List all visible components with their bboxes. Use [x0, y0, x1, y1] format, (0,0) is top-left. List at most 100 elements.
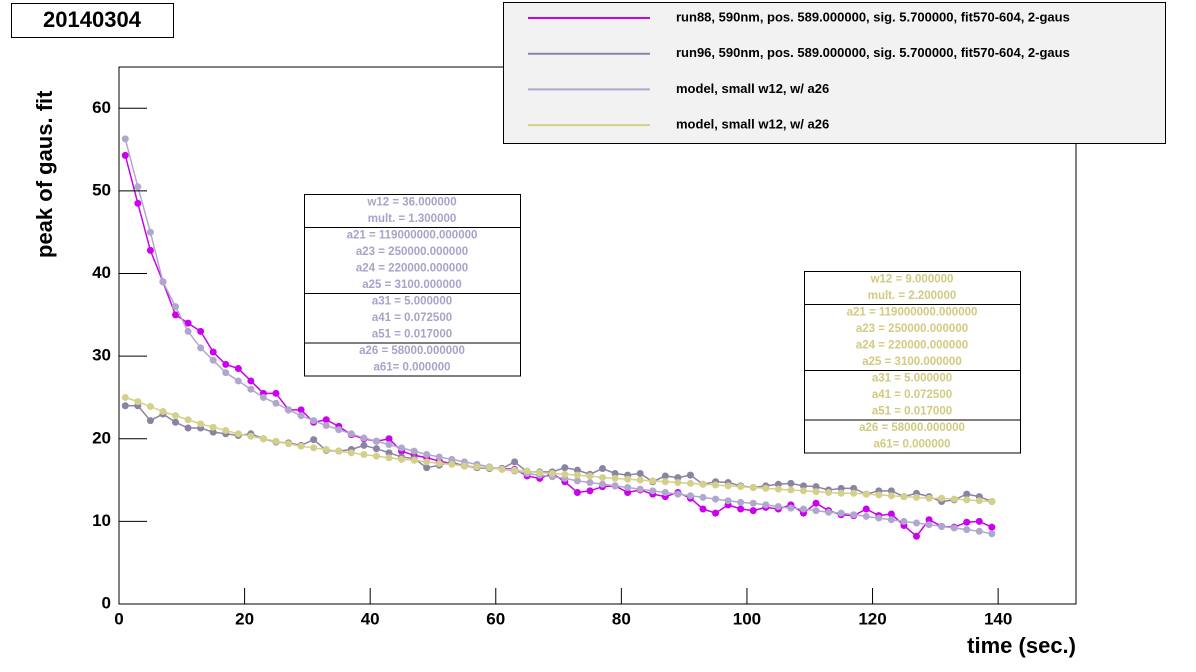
data-point: [347, 449, 355, 457]
data-point: [661, 478, 669, 486]
data-point: [699, 480, 707, 488]
data-point: [423, 464, 431, 472]
data-point: [536, 469, 544, 477]
data-point: [586, 472, 594, 480]
data-point: [347, 430, 355, 438]
data-point: [146, 417, 154, 425]
data-point: [963, 526, 971, 534]
param-text: a24 = 220000.000000: [856, 339, 968, 351]
data-point: [234, 377, 242, 385]
data-point: [812, 507, 820, 515]
y-tick-label: 50: [92, 180, 111, 199]
data-point: [674, 474, 682, 482]
data-point: [134, 398, 142, 406]
data-point: [712, 481, 720, 489]
param-text: a51 = 0.017000: [372, 328, 452, 340]
data-point: [799, 505, 807, 513]
data-point: [234, 430, 242, 438]
data-point: [787, 486, 795, 494]
data-point: [611, 474, 619, 482]
data-point: [938, 494, 946, 502]
data-point: [247, 432, 255, 440]
param-text: a26 = 58000.000000: [859, 422, 965, 434]
data-point: [184, 319, 192, 327]
series-line: [124, 138, 992, 535]
param-text: a25 = 3100.000000: [862, 356, 961, 368]
data-point: [737, 483, 745, 491]
legend-label: model, small w12, w/ a26: [676, 81, 829, 96]
data-point: [398, 455, 406, 463]
data-point: [699, 493, 707, 501]
data-point: [272, 389, 280, 397]
data-point: [862, 512, 870, 520]
param-text: a25 = 3100.000000: [362, 279, 461, 291]
data-point: [762, 501, 770, 509]
data-point: [887, 510, 895, 518]
data-point: [121, 135, 129, 143]
data-point: [611, 469, 619, 477]
data-point: [674, 490, 682, 498]
data-point: [121, 151, 129, 159]
data-point: [749, 507, 757, 515]
data-point: [599, 465, 607, 473]
data-point: [950, 495, 958, 503]
data-point: [197, 420, 205, 428]
title-box: [11, 3, 174, 38]
param-box: [804, 271, 1021, 454]
data-point: [410, 447, 418, 455]
data-point: [222, 427, 230, 435]
data-point: [259, 393, 267, 401]
data-point: [259, 435, 267, 443]
data-point: [423, 450, 431, 458]
series-line: [125, 396, 992, 503]
param-text: mult. = 2.200000: [868, 290, 957, 302]
data-point: [737, 498, 745, 506]
param-text: a61= 0.000000: [373, 361, 450, 373]
param-text: w12 = 36.000000: [366, 196, 456, 208]
x-tick-label: 120: [858, 609, 886, 628]
data-point: [661, 488, 669, 496]
data-point: [272, 437, 280, 445]
x-tick-label: 0: [114, 609, 123, 628]
data-point: [134, 199, 142, 207]
data-point: [360, 441, 368, 449]
data-point: [825, 488, 833, 496]
legend-label: run88, 590nm, pos. 589.000000, sig. 5.70…: [676, 9, 1070, 24]
legend-label: run96, 590nm, pos. 589.000000, sig. 5.70…: [676, 45, 1070, 60]
data-point: [624, 484, 632, 492]
data-point: [938, 522, 946, 530]
data-point: [762, 484, 770, 492]
data-point: [774, 503, 782, 511]
data-point: [410, 456, 418, 464]
param-text: a61= 0.000000: [873, 438, 950, 450]
data-point: [423, 458, 431, 466]
data-point: [184, 327, 192, 335]
data-point: [913, 493, 920, 501]
param-text: w12 = 9.000000: [870, 273, 954, 285]
data-point: [699, 505, 707, 513]
x-tick-label: 80: [612, 609, 631, 628]
data-point: [247, 377, 255, 385]
param-text: a23 = 250000.000000: [356, 246, 468, 258]
data-point: [749, 499, 757, 507]
data-point: [435, 453, 443, 461]
data-point: [272, 399, 280, 407]
data-point: [686, 479, 694, 487]
y-tick-label: 60: [92, 98, 111, 117]
data-point: [988, 498, 996, 506]
data-point: [297, 442, 305, 450]
param-text: mult. = 1.300000: [368, 213, 457, 225]
data-point: [285, 440, 293, 448]
data-point: [925, 516, 933, 524]
param-text: a26 = 58000.000000: [359, 345, 465, 357]
data-point: [322, 422, 330, 430]
data-point: [900, 517, 908, 525]
data-point: [435, 460, 443, 468]
data-point: [649, 487, 657, 495]
param-text: a24 = 220000.000000: [356, 262, 468, 274]
data-point: [875, 514, 883, 522]
param-text: a21 = 119000000.000000: [347, 229, 478, 241]
data-point: [485, 464, 493, 472]
data-point: [385, 454, 393, 462]
data-point: [209, 348, 217, 356]
